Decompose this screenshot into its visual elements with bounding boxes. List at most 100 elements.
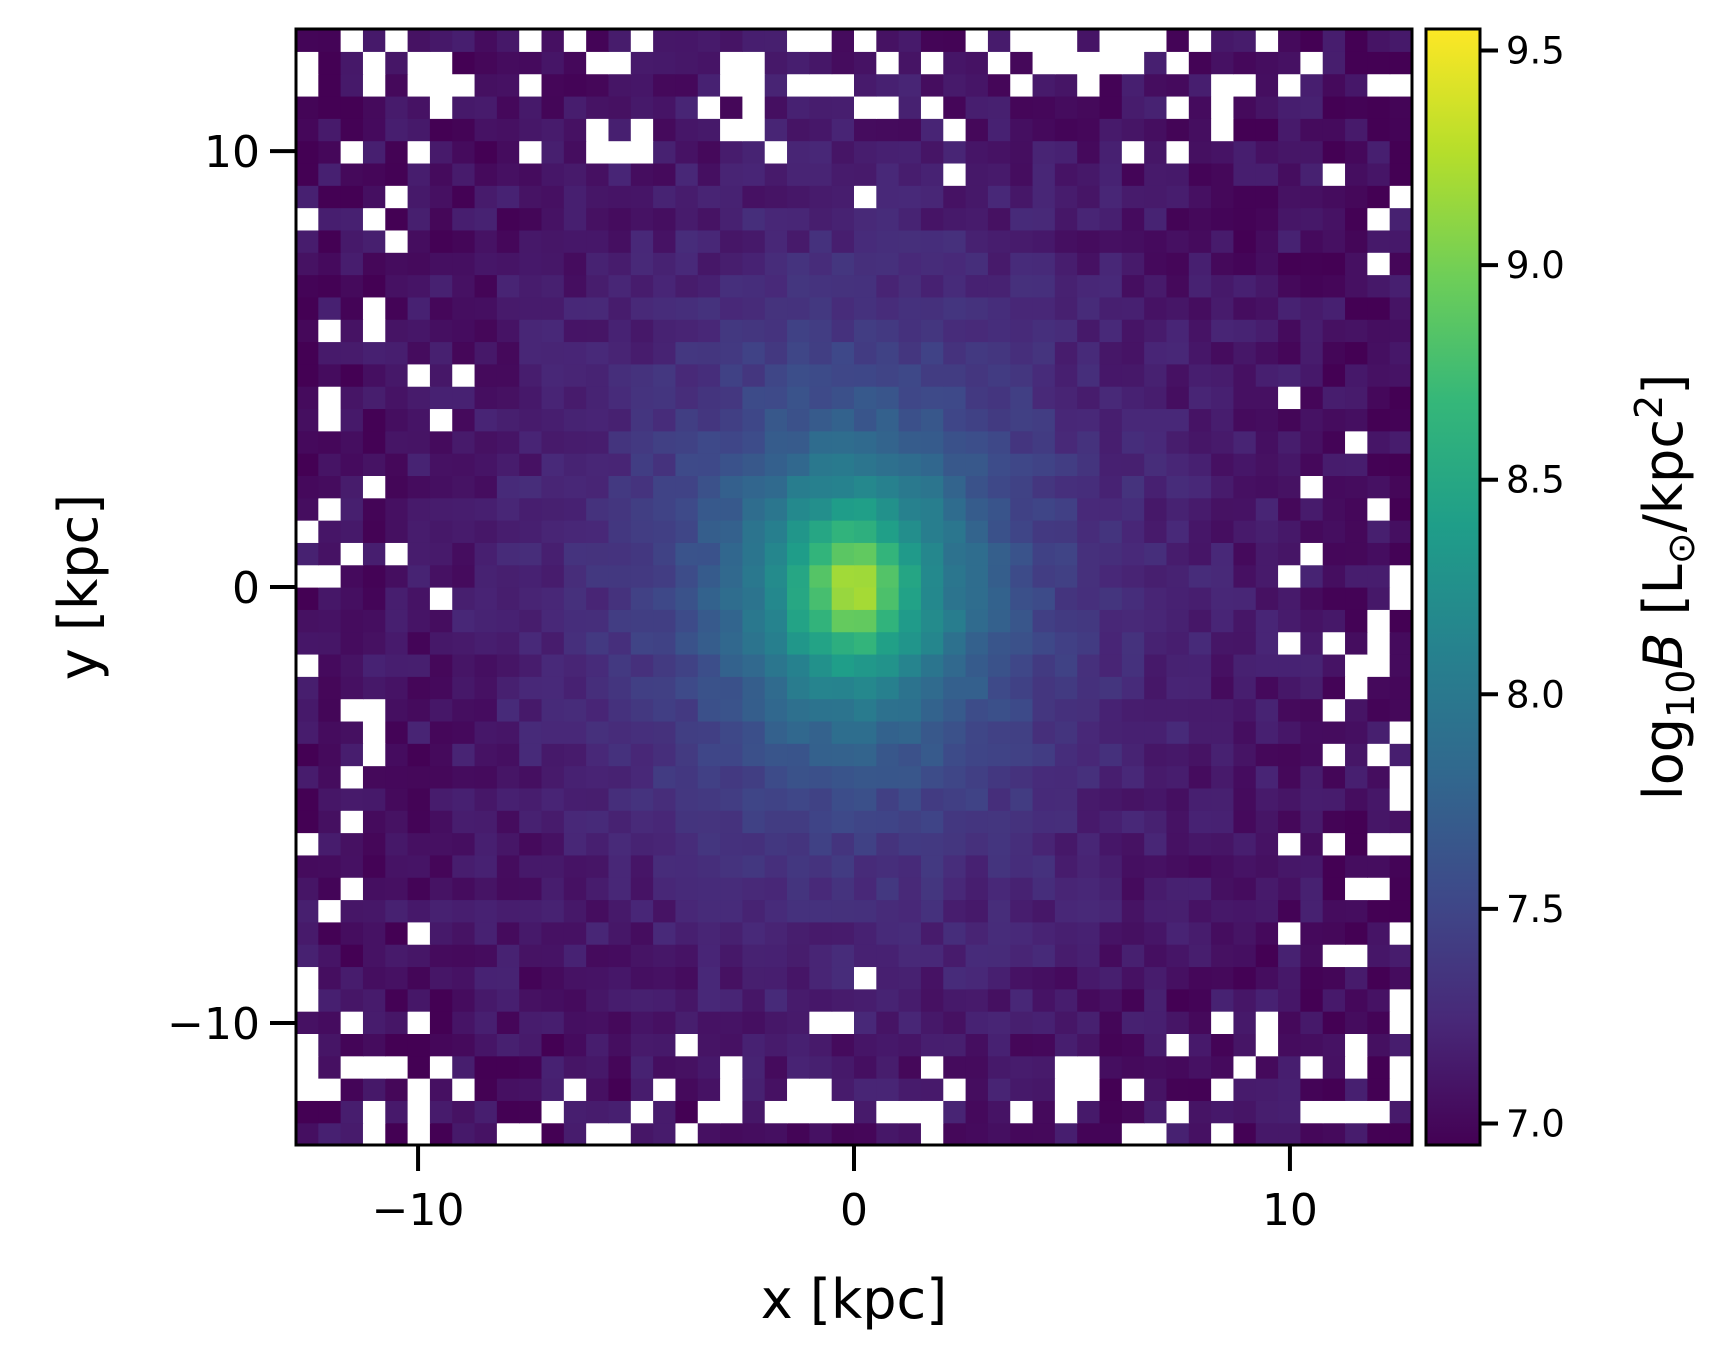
heatmap-cell (675, 1011, 699, 1034)
heatmap-cell (541, 743, 565, 767)
heatmap-cell (720, 51, 743, 75)
heatmap-cell (1099, 118, 1123, 142)
heatmap-cell (943, 787, 967, 811)
heatmap-cell (943, 1033, 967, 1057)
heatmap-cell (407, 542, 431, 566)
heatmap-cell (987, 988, 1011, 1012)
heatmap-cell (429, 140, 453, 164)
heatmap-cell (1233, 609, 1257, 633)
heatmap-cell (653, 73, 677, 97)
heatmap-cell (697, 653, 721, 677)
heatmap-cell (720, 162, 743, 186)
heatmap-cell (831, 1033, 855, 1057)
heatmap-cell (1345, 765, 1368, 789)
heatmap-cell (720, 765, 743, 789)
heatmap-cell (340, 274, 364, 298)
heatmap-cell (563, 95, 587, 119)
heatmap-cell (340, 609, 364, 633)
heatmap-cell (1144, 341, 1168, 365)
heatmap-cell (1367, 1122, 1391, 1146)
heatmap-cell (452, 720, 476, 744)
heatmap-cell (474, 497, 498, 521)
heatmap-cell (987, 1122, 1011, 1146)
heatmap-cell (1389, 363, 1413, 387)
heatmap-cell (876, 252, 900, 276)
heatmap-cell (920, 743, 944, 767)
heatmap-cell (1322, 95, 1346, 119)
heatmap-cell (1233, 1055, 1257, 1079)
heatmap-cell (854, 185, 877, 209)
heatmap-cell (697, 1033, 721, 1057)
heatmap-cell (1233, 1122, 1257, 1146)
heatmap-cell (1077, 118, 1101, 142)
heatmap-cell (965, 73, 989, 97)
heatmap-cell (987, 743, 1011, 767)
heatmap-cell (1255, 118, 1279, 142)
heatmap-cell (1099, 609, 1123, 633)
heatmap-cell (943, 609, 967, 633)
heatmap-cell (1166, 877, 1190, 901)
heatmap-cell (831, 698, 855, 722)
heatmap-cell (608, 988, 632, 1012)
heatmap-cell (1144, 676, 1168, 700)
heatmap-cell (764, 787, 788, 811)
heatmap-cell (452, 1055, 476, 1079)
heatmap-cell (831, 341, 855, 365)
heatmap-cell (965, 162, 989, 186)
heatmap-cell (854, 1011, 877, 1034)
heatmap-cell (429, 609, 453, 633)
heatmap-cell (787, 408, 810, 432)
heatmap-cell (987, 698, 1011, 722)
heatmap-cell (1322, 140, 1346, 164)
heatmap-cell (1099, 564, 1123, 588)
heatmap-cell (608, 787, 632, 811)
heatmap-cell (1345, 899, 1368, 923)
heatmap-cell (608, 118, 632, 142)
heatmap-cell (697, 274, 721, 298)
heatmap-cell (1255, 676, 1279, 700)
heatmap-cell (630, 296, 654, 320)
heatmap-cell (920, 810, 944, 834)
heatmap-cell (407, 944, 431, 968)
heatmap-cell (697, 988, 721, 1012)
heatmap-cell (898, 653, 922, 677)
heatmap-cell (452, 787, 476, 811)
heatmap-cell (541, 631, 565, 655)
heatmap-cell (920, 207, 944, 231)
heatmap-cell (1166, 363, 1190, 387)
heatmap-cell (1121, 587, 1145, 610)
heatmap-cell (563, 118, 587, 142)
heatmap-cell (1255, 185, 1279, 209)
heatmap-cell (876, 51, 900, 75)
heatmap-cell (764, 988, 788, 1012)
heatmap-cell (1121, 207, 1145, 231)
heatmap-cell (831, 1122, 855, 1146)
heatmap-cell (943, 631, 967, 655)
heatmap-cell (809, 966, 833, 990)
heatmap-cell (1255, 1100, 1279, 1124)
heatmap-cell (876, 207, 900, 231)
heatmap-cell (854, 1122, 877, 1146)
heatmap-cell (1010, 854, 1034, 878)
heatmap-cell (809, 453, 833, 476)
heatmap-cell (831, 475, 855, 499)
heatmap-cell (1255, 587, 1279, 610)
heatmap-cell (1032, 988, 1056, 1012)
heatmap-cell (742, 653, 766, 677)
heatmap-cell (1278, 497, 1301, 521)
heatmap-cell (1211, 1078, 1235, 1101)
heatmap-cell (362, 252, 386, 276)
heatmap-cell (1300, 676, 1324, 700)
heatmap-cell (987, 944, 1011, 968)
heatmap-cell (1233, 140, 1257, 164)
heatmap-cell (1054, 854, 1078, 878)
heatmap-cell (1211, 832, 1235, 856)
heatmap-cell (1010, 832, 1034, 856)
heatmap-cell (429, 475, 453, 499)
heatmap-cell (1211, 118, 1235, 142)
heatmap-cell (809, 363, 833, 387)
heatmap-cell (541, 587, 565, 610)
heatmap-cell (1010, 542, 1034, 566)
heatmap-cell (1010, 564, 1034, 588)
heatmap-cell (608, 520, 632, 543)
